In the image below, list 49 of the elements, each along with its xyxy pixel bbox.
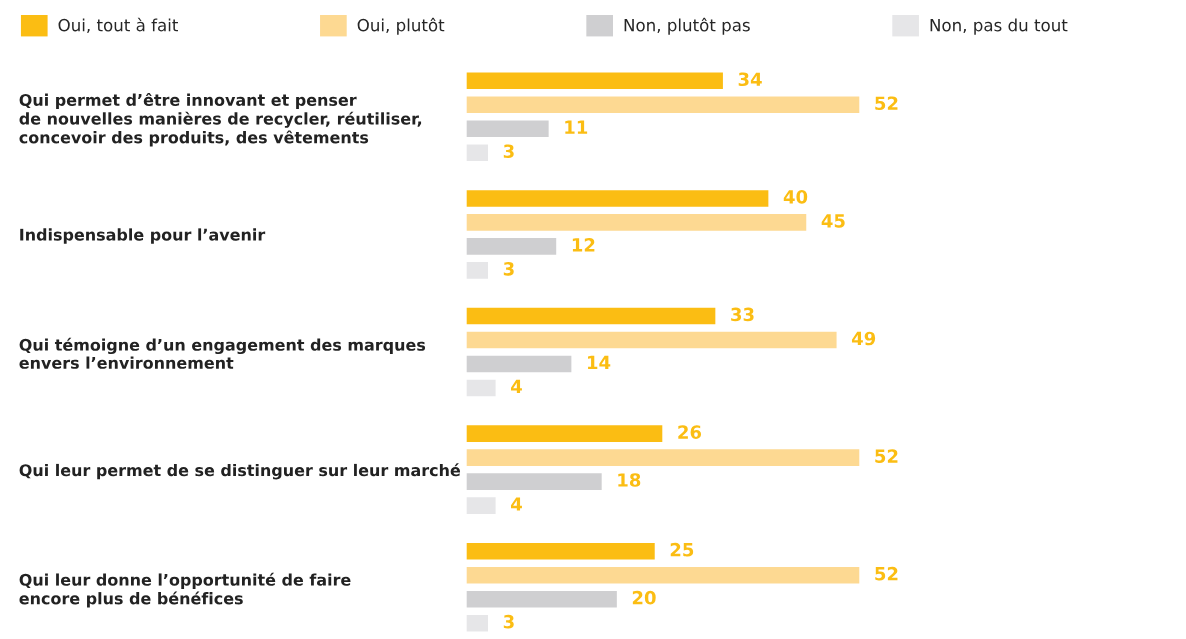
bar [466, 236, 558, 257]
data-label: 52 [875, 449, 898, 463]
data-label: 11 [565, 120, 588, 134]
legend-label: Non, pas du tout [930, 18, 1068, 35]
data-label: 52 [875, 566, 898, 581]
bar [466, 423, 664, 444]
bar [466, 260, 490, 281]
data-label: 12 [572, 237, 595, 252]
bar [466, 71, 725, 91]
bar [466, 613, 490, 633]
bar [466, 330, 838, 350]
bar [466, 143, 490, 163]
data-label: 25 [670, 542, 694, 557]
bar [466, 212, 808, 233]
data-label: 20 [632, 590, 656, 605]
legend-label: Non, plutôt pas [624, 17, 750, 35]
bar [466, 188, 770, 209]
y-tick-label: Qui permet d’être innovant et penser de nouvelles manières de recycler, réutiliser, concevoir des produits, des vêtements [19, 92, 422, 147]
data-label: 49 [851, 331, 876, 346]
bar [466, 119, 551, 139]
bar [466, 471, 604, 492]
y-tick-label: Qui leur donne l’opportunité de faire encore plus de bénéfices [19, 572, 351, 608]
data-label: 4 [511, 379, 522, 393]
bar [466, 565, 861, 585]
data-label: 34 [738, 72, 762, 87]
data-label: 3 [503, 144, 514, 159]
bar [466, 354, 573, 374]
y-tick-label: Qui témoigne d’un engagement des marques envers l’environnement [19, 337, 426, 369]
bar [466, 495, 498, 516]
data-label: 18 [618, 473, 641, 487]
bar [466, 589, 619, 609]
bar [466, 95, 861, 115]
y-tick-label: Qui leur permet de se distinguer sur leur marché [19, 463, 461, 480]
data-label: 40 [783, 190, 808, 204]
bar [466, 447, 861, 468]
bar [466, 306, 717, 326]
data-label: 3 [503, 261, 514, 276]
data-label: 14 [588, 355, 611, 370]
data-label: 52 [875, 96, 898, 111]
data-label: 33 [731, 307, 754, 322]
bar [466, 378, 498, 398]
y-tick-label: Indispensable pour l’avenir [20, 228, 266, 244]
data-label: 45 [821, 214, 845, 228]
data-label: 26 [678, 425, 702, 439]
legend-label: Oui, plutôt [357, 17, 445, 35]
data-label: 4 [511, 497, 522, 511]
data-label: 3 [503, 614, 514, 629]
bar [466, 541, 657, 561]
legend-label: Oui, tout à fait [58, 17, 178, 34]
